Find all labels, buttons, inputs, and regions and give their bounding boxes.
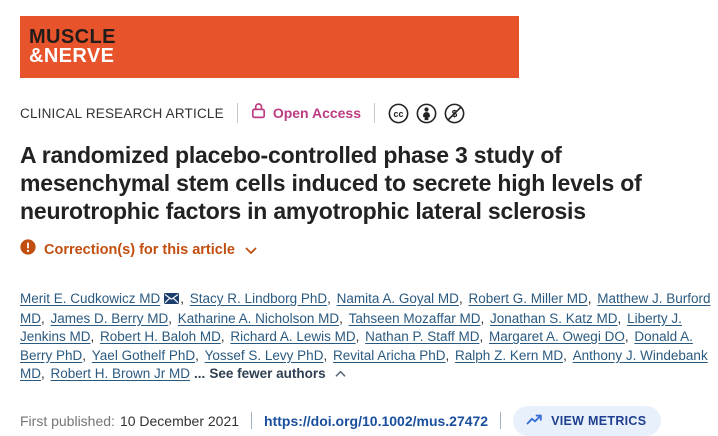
divider	[251, 412, 253, 429]
author-separator: ,	[355, 329, 364, 344]
author-separator: ,	[323, 347, 331, 363]
author-link[interactable]: Merit E. Cudkowicz MD	[20, 291, 161, 306]
author-link[interactable]: Margaret A. Owegi DO	[489, 329, 625, 344]
author-link[interactable]: Katharine A. Nicholson MD	[177, 310, 340, 326]
first-published-label: First published:	[20, 412, 115, 429]
author-separator: ,	[168, 310, 176, 326]
author-link[interactable]: Richard A. Lewis MD	[230, 329, 356, 344]
cc-by-icon[interactable]	[416, 103, 437, 124]
author-separator: ,	[563, 347, 571, 363]
author-list: Merit E. Cudkowicz MD, Stacy R. Lindborg…	[20, 291, 711, 381]
article-category: CLINICAL RESEARCH ARTICLE	[20, 105, 224, 121]
author-separator: ,	[445, 347, 454, 363]
alert-icon	[20, 239, 36, 260]
author-block: Merit E. Cudkowicz MD, Stacy R. Lindborg…	[20, 290, 714, 384]
view-metrics-button[interactable]: VIEW METRICS	[513, 405, 662, 436]
author-separator: ,	[90, 329, 99, 344]
divider	[500, 412, 502, 429]
author-link[interactable]: Yossef S. Levy PhD	[204, 347, 324, 363]
author-separator: ,	[339, 310, 347, 326]
cc-icon[interactable]: cc	[388, 103, 409, 124]
article-title-line: neurotrophic factors in amyotrophic late…	[20, 198, 586, 224]
author-link[interactable]: Namita A. Goyal MD	[336, 291, 459, 306]
svg-text:$: $	[452, 108, 458, 119]
author-separator: ,	[327, 291, 335, 306]
author-link[interactable]: Robert H. Baloh MD	[100, 329, 221, 344]
divider	[236, 103, 238, 123]
author-link[interactable]: Anthony J. Windebank MD	[20, 347, 708, 382]
email-icon[interactable]	[164, 291, 180, 310]
author-link[interactable]: Tahseen Mozaffar MD	[348, 310, 481, 326]
author-link[interactable]: Yael Gothelf PhD	[91, 347, 196, 363]
article-title-line: mesenchymal stem cells induced to secret…	[20, 170, 642, 196]
authors-ellipsis: ...	[194, 366, 206, 381]
author-separator: ,	[82, 347, 90, 363]
author-separator: ,	[180, 291, 188, 306]
author-link[interactable]: James D. Berry MD	[50, 310, 169, 326]
author-separator: ,	[41, 310, 49, 326]
author-separator: ,	[458, 291, 467, 306]
author-separator: ,	[587, 291, 596, 306]
author-link[interactable]: Nathan P. Staff MD	[365, 329, 480, 344]
author-link[interactable]: Robert H. Brown Jr MD	[50, 366, 191, 381]
correction-label: Correction(s) for this article	[44, 241, 235, 258]
author-separator: ,	[480, 310, 488, 326]
author-link[interactable]: Matthew J. Burford MD	[20, 291, 711, 326]
license-icons: cc $	[388, 103, 465, 124]
journal-banner: MUSCLE &NERVE	[20, 16, 519, 78]
author-link[interactable]: Ralph Z. Kern MD	[455, 347, 564, 363]
journal-logo-line2: &NERVE	[29, 45, 115, 67]
author-separator: ,	[195, 347, 203, 363]
open-access-badge: Open Access	[251, 102, 361, 124]
author-separator: ,	[624, 329, 633, 344]
author-link[interactable]: Liberty J. Jenkins MD	[20, 310, 682, 345]
svg-text:cc: cc	[394, 108, 404, 118]
author-separator: ,	[41, 366, 49, 381]
article-meta-row: CLINICAL RESEARCH ARTICLE Open Access cc	[20, 102, 704, 124]
author-link[interactable]: Jonathan S. Katz MD	[489, 310, 618, 326]
cc-nc-icon[interactable]: $	[444, 103, 465, 124]
publication-info-row: First published: 10 December 2021 https:…	[20, 405, 704, 436]
author-link[interactable]: Donald A. Berry PhD	[20, 329, 693, 363]
author-separator: ,	[479, 329, 488, 344]
see-fewer-authors-link[interactable]: See fewer authors	[209, 366, 326, 381]
journal-logo-line1: MUSCLE	[29, 26, 116, 48]
chevron-down-icon	[245, 242, 257, 260]
correction-toggle[interactable]: Correction(s) for this article	[20, 239, 704, 260]
divider	[374, 103, 376, 123]
author-link[interactable]: Revital Aricha PhD	[332, 347, 446, 363]
article-title-line: A randomized placebo-controlled phase 3 …	[20, 142, 562, 168]
author-separator: ,	[220, 329, 229, 344]
author-link[interactable]: Robert G. Miller MD	[468, 291, 588, 306]
article-title: A randomized placebo-controlled phase 3 …	[20, 141, 704, 225]
view-metrics-label: VIEW METRICS	[551, 413, 647, 428]
open-lock-icon	[251, 102, 266, 124]
trend-icon	[526, 413, 543, 429]
open-access-label: Open Access	[272, 105, 362, 121]
doi-link[interactable]: https://doi.org/10.1002/mus.27472	[264, 412, 489, 429]
author-link[interactable]: Stacy R. Lindborg PhD	[189, 291, 328, 306]
chevron-up-icon	[332, 366, 347, 381]
author-separator: ,	[617, 310, 626, 326]
first-published-date: 10 December 2021	[119, 412, 240, 429]
